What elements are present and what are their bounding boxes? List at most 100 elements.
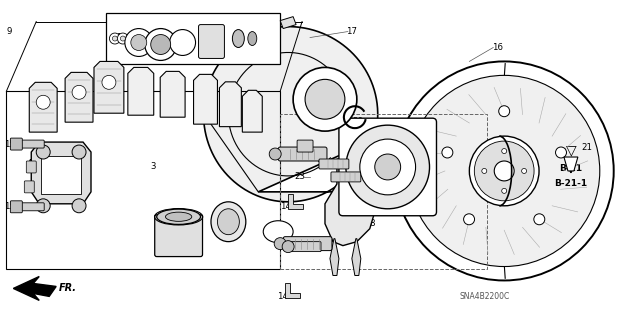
Circle shape bbox=[351, 182, 358, 189]
Text: 14: 14 bbox=[280, 202, 291, 211]
Text: 7: 7 bbox=[369, 209, 374, 218]
Polygon shape bbox=[243, 90, 262, 132]
Text: 19: 19 bbox=[333, 173, 343, 182]
Circle shape bbox=[499, 106, 509, 117]
Circle shape bbox=[346, 125, 429, 209]
Bar bbox=[280, 114, 487, 269]
Text: 8: 8 bbox=[369, 219, 374, 228]
Ellipse shape bbox=[157, 209, 200, 224]
Text: 1: 1 bbox=[116, 33, 122, 42]
Polygon shape bbox=[65, 72, 93, 122]
FancyBboxPatch shape bbox=[20, 140, 44, 148]
Circle shape bbox=[469, 136, 539, 206]
Text: 14: 14 bbox=[276, 292, 287, 301]
Polygon shape bbox=[193, 74, 218, 124]
Circle shape bbox=[556, 147, 566, 158]
Polygon shape bbox=[564, 157, 578, 171]
Polygon shape bbox=[352, 239, 361, 276]
Text: 20: 20 bbox=[353, 117, 364, 126]
Circle shape bbox=[170, 30, 196, 56]
Circle shape bbox=[534, 214, 545, 225]
Text: 23: 23 bbox=[294, 173, 305, 182]
Circle shape bbox=[494, 161, 514, 181]
Circle shape bbox=[362, 183, 372, 193]
Ellipse shape bbox=[232, 30, 244, 48]
Circle shape bbox=[36, 145, 50, 159]
Circle shape bbox=[72, 145, 86, 159]
Text: FR.: FR. bbox=[59, 284, 77, 293]
Polygon shape bbox=[31, 142, 91, 204]
Circle shape bbox=[36, 199, 50, 213]
FancyBboxPatch shape bbox=[331, 172, 361, 182]
Circle shape bbox=[282, 241, 294, 253]
Text: B-21: B-21 bbox=[559, 165, 582, 174]
Polygon shape bbox=[325, 159, 375, 246]
Circle shape bbox=[72, 85, 86, 99]
Ellipse shape bbox=[218, 209, 239, 235]
Circle shape bbox=[72, 199, 86, 213]
Circle shape bbox=[117, 33, 129, 44]
Text: 17: 17 bbox=[346, 27, 357, 36]
Polygon shape bbox=[220, 82, 241, 127]
Text: ▽: ▽ bbox=[566, 143, 576, 157]
FancyBboxPatch shape bbox=[10, 201, 22, 213]
Text: 11: 11 bbox=[24, 182, 35, 191]
Polygon shape bbox=[13, 277, 56, 300]
Text: 13: 13 bbox=[290, 152, 301, 161]
Circle shape bbox=[375, 154, 401, 180]
Text: 10: 10 bbox=[177, 226, 188, 235]
FancyBboxPatch shape bbox=[26, 161, 36, 173]
FancyBboxPatch shape bbox=[155, 215, 202, 256]
Text: 6: 6 bbox=[362, 173, 367, 182]
Text: 16: 16 bbox=[492, 43, 503, 52]
Text: 9: 9 bbox=[6, 27, 12, 36]
Circle shape bbox=[404, 141, 414, 151]
Circle shape bbox=[274, 238, 286, 249]
Circle shape bbox=[102, 75, 116, 89]
Polygon shape bbox=[29, 82, 57, 132]
FancyBboxPatch shape bbox=[24, 181, 35, 193]
Circle shape bbox=[442, 147, 453, 158]
Text: B-21-1: B-21-1 bbox=[554, 179, 588, 189]
FancyBboxPatch shape bbox=[289, 241, 321, 252]
Polygon shape bbox=[288, 194, 303, 209]
Polygon shape bbox=[280, 17, 296, 29]
Circle shape bbox=[151, 34, 171, 55]
Text: 15: 15 bbox=[4, 140, 15, 149]
Text: 3: 3 bbox=[150, 162, 156, 172]
Circle shape bbox=[408, 75, 600, 267]
FancyBboxPatch shape bbox=[20, 203, 44, 211]
Text: 5: 5 bbox=[327, 93, 333, 102]
FancyBboxPatch shape bbox=[319, 159, 349, 169]
Circle shape bbox=[145, 29, 177, 60]
Bar bbox=[41, 156, 81, 194]
Ellipse shape bbox=[263, 221, 293, 243]
FancyBboxPatch shape bbox=[278, 147, 327, 161]
Circle shape bbox=[293, 67, 357, 131]
Circle shape bbox=[404, 183, 414, 193]
Polygon shape bbox=[94, 62, 124, 113]
Circle shape bbox=[36, 95, 50, 109]
Circle shape bbox=[463, 214, 474, 225]
Circle shape bbox=[502, 149, 507, 153]
FancyBboxPatch shape bbox=[283, 237, 332, 251]
Circle shape bbox=[109, 33, 120, 44]
Circle shape bbox=[482, 168, 487, 174]
Text: SNA4B2200C: SNA4B2200C bbox=[459, 292, 509, 301]
Text: 18: 18 bbox=[317, 154, 328, 164]
Text: 22: 22 bbox=[296, 143, 308, 152]
FancyBboxPatch shape bbox=[10, 138, 22, 150]
Ellipse shape bbox=[166, 212, 192, 221]
Bar bbox=[106, 13, 280, 64]
Text: 21: 21 bbox=[581, 143, 593, 152]
Circle shape bbox=[502, 189, 507, 193]
Text: 12: 12 bbox=[285, 242, 296, 251]
Text: 15: 15 bbox=[4, 202, 15, 211]
Circle shape bbox=[362, 141, 372, 151]
Ellipse shape bbox=[248, 32, 257, 46]
Circle shape bbox=[522, 168, 527, 174]
Polygon shape bbox=[204, 26, 378, 202]
Circle shape bbox=[113, 36, 117, 41]
Circle shape bbox=[120, 36, 125, 41]
Polygon shape bbox=[128, 67, 154, 115]
